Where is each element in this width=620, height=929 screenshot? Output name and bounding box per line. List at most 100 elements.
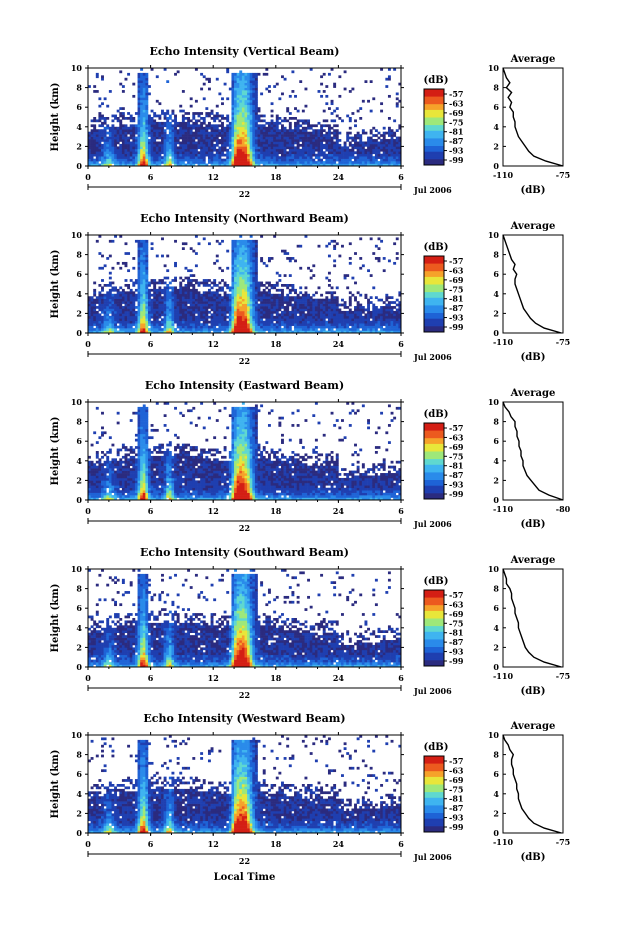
heatmap-cell (168, 325, 172, 329)
heatmap-cell (385, 320, 389, 324)
heatmap-cell (226, 139, 230, 142)
heatmap-cell (132, 291, 136, 295)
heatmap-cell (124, 328, 128, 331)
heatmap-cell (393, 151, 397, 155)
heatmap-cell (359, 313, 363, 317)
heatmap-cell (325, 119, 329, 123)
heatmap-cell (231, 109, 235, 113)
heatmap-cell (270, 119, 274, 123)
heatmap-cell (137, 296, 141, 299)
heatmap-cell (288, 259, 292, 263)
heatmap-cell (207, 315, 211, 319)
heatmap-cell (176, 158, 180, 162)
heatmap-cell (351, 313, 355, 317)
heatmap-cell (231, 323, 235, 326)
heatmap-cell (356, 303, 360, 307)
heatmap-cell (257, 134, 261, 137)
heatmap-cell (150, 139, 154, 142)
heatmap-cell (116, 136, 120, 140)
heatmap-cell (351, 161, 355, 164)
heatmap-cell (252, 261, 256, 265)
heatmap-cell (140, 249, 144, 253)
heatmap-cell (155, 121, 159, 125)
heatmap-cell (231, 274, 235, 277)
heatmap-cell (192, 131, 196, 135)
heatmap-cell (374, 318, 378, 322)
heatmap-cell (202, 301, 206, 304)
heatmap-cell (346, 134, 350, 137)
heatmap-cell (236, 323, 240, 326)
heatmap-cell (187, 129, 191, 132)
heatmap-cell (299, 131, 303, 135)
heatmap-cell (241, 77, 245, 81)
heatmap-cell (234, 109, 237, 113)
heatmap-cell (234, 156, 237, 159)
heatmap-cell (210, 318, 214, 322)
heatmap-cell (150, 313, 154, 317)
heatmap-cell (393, 330, 397, 334)
heatmap-cell (205, 315, 209, 319)
heatmap-cell (341, 330, 344, 334)
heatmap-cell (343, 153, 347, 157)
heatmap-cell (202, 97, 206, 101)
heatmap-cell (168, 291, 172, 295)
heatmap-cell (296, 306, 300, 309)
heatmap-cell (239, 328, 243, 331)
heatmap-cell (346, 306, 350, 309)
heatmap-cell (307, 121, 311, 125)
heatmap-cell (142, 158, 146, 162)
heatmap-cell (330, 293, 334, 297)
heatmap-cell (202, 281, 206, 285)
heatmap-cell (95, 301, 99, 304)
heatmap-cell (369, 131, 373, 135)
heatmap-cell (221, 121, 224, 125)
heatmap-cell (312, 293, 316, 297)
heatmap-cell (314, 328, 318, 331)
heatmap-cell (291, 134, 295, 137)
heatmap-cell (163, 281, 167, 285)
heatmap-cell (278, 320, 282, 324)
heatmap-cell (103, 161, 107, 164)
heatmap-cell (296, 330, 300, 334)
heatmap-cell (158, 153, 162, 157)
heatmap-cell (257, 286, 261, 290)
x-tick-label: 18 (270, 172, 282, 182)
heatmap-cell (218, 286, 222, 290)
heatmap-cell (239, 325, 243, 329)
heatmap-cell (317, 325, 321, 329)
heatmap-cell (218, 158, 222, 162)
heatmap-cell (254, 303, 258, 307)
heatmap-cell (101, 330, 104, 334)
heatmap-cell (153, 318, 157, 322)
heatmap-cell (283, 298, 287, 302)
heatmap-cell (252, 85, 256, 88)
heatmap-cell (356, 153, 360, 157)
heatmap-cell (184, 315, 188, 319)
heatmap-cell (364, 318, 368, 322)
heatmap-cell (249, 330, 253, 334)
heatmap-cell (286, 284, 290, 287)
heatmap-cell (189, 153, 193, 157)
heatmap-cell (325, 158, 329, 162)
heatmap-cell (197, 325, 201, 329)
heatmap-cell (307, 306, 311, 309)
heatmap-cell (270, 296, 274, 299)
heatmap-cell (228, 158, 232, 162)
heatmap-cell (168, 303, 172, 307)
heatmap-cell (210, 158, 214, 162)
heatmap-cell (367, 139, 370, 142)
heatmap-cell (192, 161, 196, 164)
heatmap-cell (260, 131, 264, 135)
heatmap-cell (189, 97, 193, 101)
heatmap-cell (101, 288, 104, 292)
heatmap-cell (260, 257, 264, 260)
heatmap-cell (234, 293, 237, 297)
heatmap-cell (197, 306, 201, 309)
heatmap-cell (163, 320, 167, 324)
heatmap-cell (221, 286, 224, 290)
heatmap-cell (236, 126, 240, 130)
heatmap-cell (262, 124, 266, 128)
heatmap-cell (140, 318, 144, 322)
heatmap-cell (210, 151, 214, 155)
heatmap-cell (137, 124, 141, 128)
